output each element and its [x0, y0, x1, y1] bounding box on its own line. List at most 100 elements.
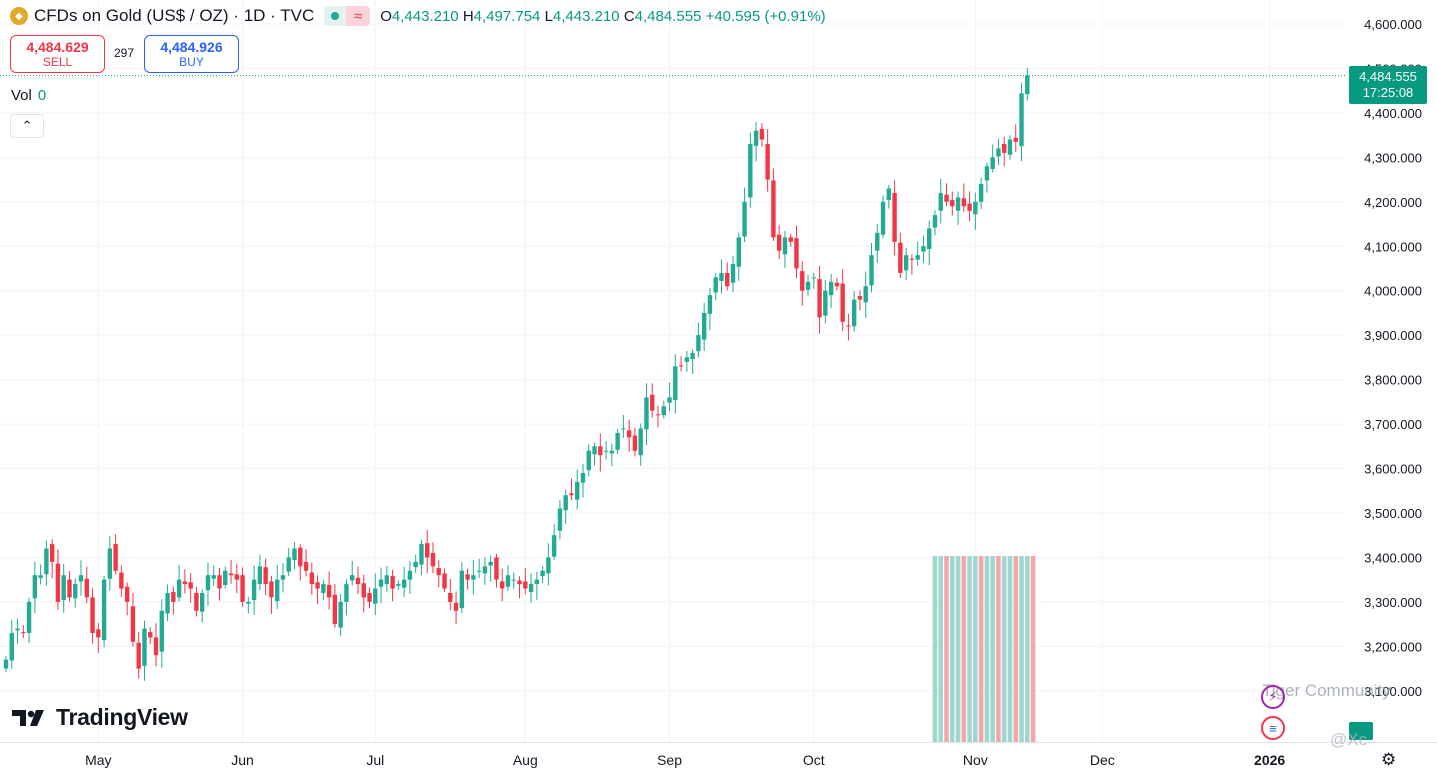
candle-body	[78, 575, 84, 582]
candle	[419, 539, 424, 576]
candle	[950, 191, 955, 216]
volume-bar	[1013, 556, 1019, 742]
candle	[603, 440, 609, 460]
candle	[159, 599, 164, 669]
candle-body	[234, 574, 239, 580]
candle	[932, 210, 938, 236]
candle-body	[44, 548, 49, 575]
candle	[67, 571, 72, 602]
candle	[384, 565, 390, 592]
gold-symbol-icon[interactable]: ◆	[10, 7, 28, 25]
candle	[205, 562, 211, 606]
bar-countdown: 17:25:08	[1362, 85, 1414, 100]
candle-body	[840, 283, 845, 322]
candle	[586, 444, 591, 477]
buy-price: 4,484.926	[160, 39, 223, 55]
candle	[286, 548, 291, 576]
lightning-icon[interactable]: ⚡	[1261, 685, 1285, 709]
buy-button[interactable]: 4,484.926 BUY	[144, 35, 239, 73]
candle	[176, 564, 182, 602]
time-axis: May Jun Jul Aug Sep Oct Nov Dec 2026	[85, 752, 1285, 768]
candle	[771, 168, 776, 241]
candle-body	[119, 572, 124, 589]
candle-body	[113, 544, 118, 571]
candle-body	[823, 290, 828, 316]
y-tick-label: 3,800.000	[1364, 373, 1422, 388]
volume-bar	[944, 556, 949, 742]
candle	[321, 579, 326, 601]
candle	[251, 565, 257, 616]
candle	[759, 123, 765, 147]
candle-body	[315, 582, 320, 589]
candle	[448, 578, 453, 611]
x-tick-label: Oct	[803, 752, 825, 768]
candle-body	[303, 561, 309, 571]
candle	[690, 349, 695, 375]
candle	[113, 534, 118, 575]
chevron-up-icon: ⌃	[21, 118, 33, 133]
candle-body	[321, 584, 326, 593]
candles	[3, 67, 1030, 681]
candle	[615, 428, 620, 455]
market-open-icon	[324, 6, 347, 26]
candle	[78, 560, 84, 596]
candle	[903, 248, 909, 281]
watermark-handle: @Xc	[1330, 730, 1368, 749]
candle	[857, 290, 863, 311]
candle	[211, 565, 216, 586]
tradingview-logo[interactable]: TradingView	[12, 704, 188, 731]
candle	[90, 588, 95, 644]
spread-value: 297	[113, 46, 135, 60]
candle	[436, 560, 441, 588]
candle-body	[638, 428, 643, 456]
volume-bar	[1019, 556, 1024, 742]
candle	[217, 568, 222, 601]
candle-body	[851, 299, 857, 327]
candle-body	[465, 574, 470, 580]
logo-text: TradingView	[56, 704, 188, 730]
candle-body	[621, 428, 626, 430]
candle-body	[730, 264, 736, 283]
candle	[130, 592, 136, 647]
candle-body	[765, 144, 770, 180]
candle-body	[592, 446, 597, 455]
candle-body	[898, 242, 903, 273]
sell-label: SELL	[42, 55, 73, 69]
candle	[794, 225, 799, 279]
candle	[823, 280, 828, 324]
candle	[38, 564, 43, 585]
volume-bar	[932, 556, 938, 742]
volume-bar	[1001, 556, 1007, 742]
candle-body	[869, 255, 874, 286]
candle	[869, 243, 874, 293]
candle	[938, 178, 943, 224]
candle-body	[903, 255, 909, 271]
market-status[interactable]: ≈	[324, 6, 371, 26]
collapse-legend-button[interactable]: ⌃	[10, 114, 44, 138]
candle	[401, 566, 407, 597]
candle-body	[673, 366, 678, 401]
candle	[915, 241, 920, 266]
candle-body	[753, 130, 759, 146]
sell-button[interactable]: 4,484.629 SELL	[10, 35, 105, 73]
candle-body	[73, 584, 78, 599]
candle	[621, 414, 626, 438]
candle-body	[453, 602, 459, 611]
candle-body	[817, 279, 822, 318]
x-tick-label: Sep	[657, 752, 682, 768]
volume-bar	[949, 556, 955, 742]
candle	[390, 569, 395, 602]
y-tick-label: 4,100.000	[1364, 239, 1422, 254]
candle	[453, 591, 459, 625]
symbol-title[interactable]: CFDs on Gold (US$ / OZ) · 1D · TVC	[34, 6, 315, 25]
gear-icon[interactable]: ⚙	[1381, 750, 1397, 769]
candle-body	[107, 548, 113, 579]
candle-body	[857, 296, 863, 300]
candle	[459, 562, 465, 614]
us-flag-icon[interactable]: ≡	[1261, 716, 1285, 740]
candle	[9, 620, 14, 670]
candle-body	[523, 581, 528, 589]
volume-legend[interactable]: Vol 0	[11, 87, 47, 104]
candle	[846, 314, 851, 341]
